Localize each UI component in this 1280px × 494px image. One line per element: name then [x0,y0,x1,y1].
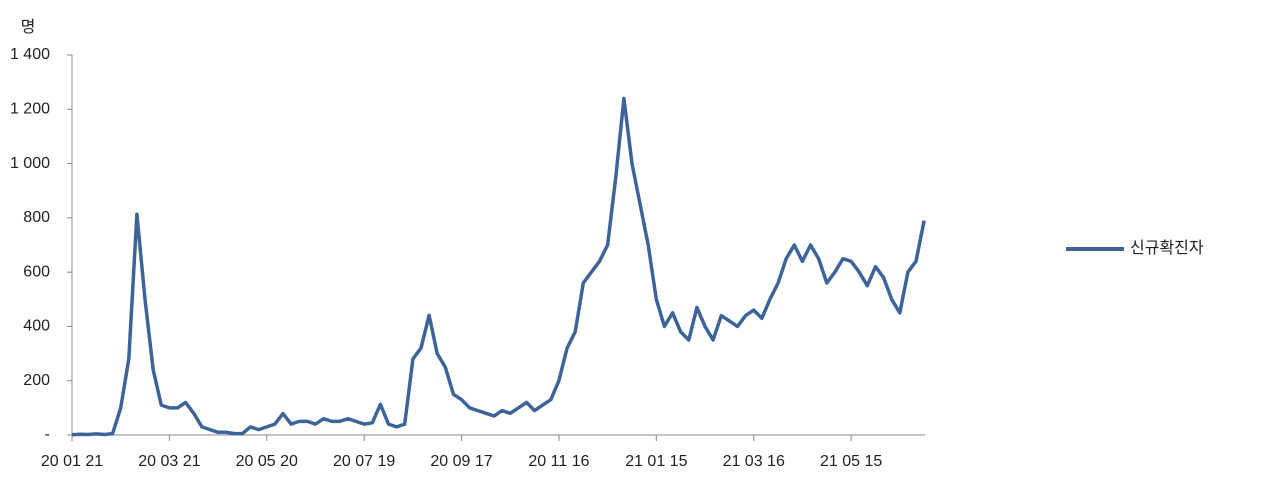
y-tick-label: - [45,426,50,443]
y-tick-label: 1 400 [10,46,50,63]
data-line [71,96,926,437]
x-tick-label: 20 11 16 [528,453,589,470]
y-tick-label: 1 000 [10,155,50,172]
x-tick-label: 21 01 15 [625,453,687,470]
y-tick-label: 800 [23,209,50,226]
legend-label: 신규확진자 [1130,239,1204,257]
x-tick-label: 20 01 21 [41,453,103,470]
x-tick-label: 20 09 17 [430,453,492,470]
x-tick-label: 21 05 15 [820,453,882,470]
y-axis-unit: 명 [21,18,36,36]
x-tick-label: 20 07 19 [333,453,395,470]
y-tick-label: 1 200 [10,101,50,118]
x-tick-label: 20 03 21 [138,453,200,470]
x-tick-label: 21 03 16 [723,453,785,470]
x-tick-label: 20 05 20 [236,453,298,470]
y-tick-label: 200 [23,372,50,389]
y-tick-label: 400 [23,318,50,335]
y-tick-label: 600 [23,263,50,280]
